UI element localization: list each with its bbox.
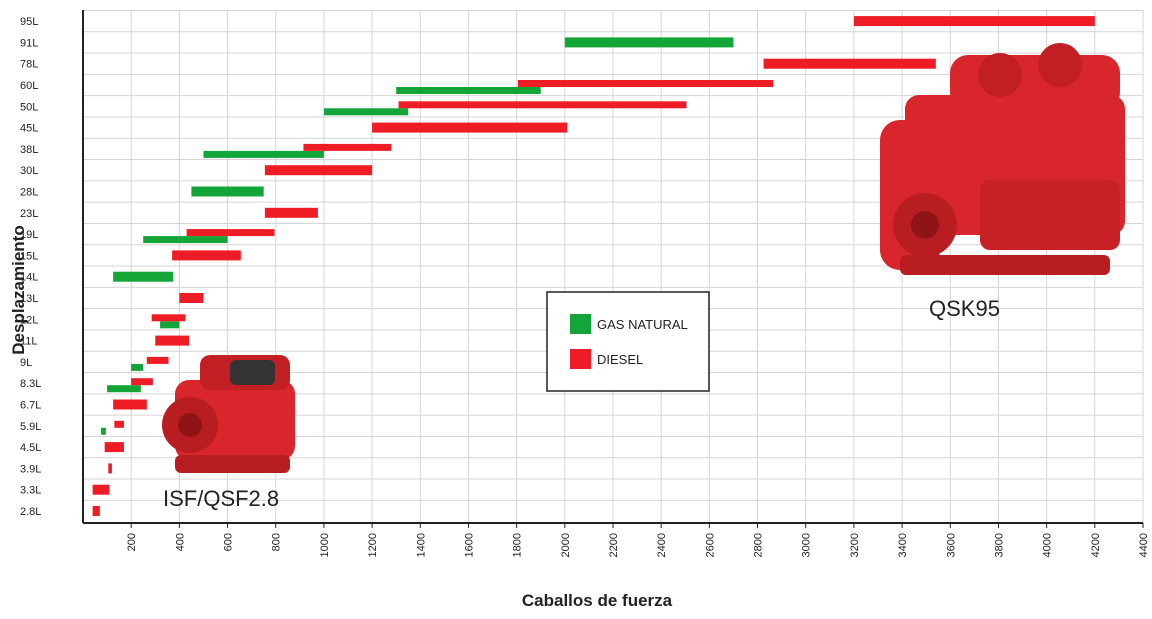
x-tick-label: 800 xyxy=(271,533,283,551)
x-tick-label: 1400 xyxy=(415,533,427,557)
x-tick-label: 2400 xyxy=(656,533,668,557)
x-tick-label: 3200 xyxy=(849,533,861,557)
bar xyxy=(172,250,241,260)
bar xyxy=(265,165,372,175)
x-tick-label: 2600 xyxy=(704,533,716,557)
legend-label: GAS NATURAL xyxy=(597,317,688,332)
y-tick-label: 28L xyxy=(20,187,38,199)
x-tick-label: 1000 xyxy=(319,533,331,557)
bar xyxy=(114,421,124,428)
bar xyxy=(565,37,734,47)
y-tick-label: 15L xyxy=(20,250,38,262)
x-tick-label: 2000 xyxy=(560,533,572,557)
legend-swatch xyxy=(570,349,591,369)
bar xyxy=(101,428,106,435)
y-tick-label: 45L xyxy=(20,123,38,135)
y-tick-label: 6.7L xyxy=(20,400,41,412)
x-tick-label: 1600 xyxy=(463,533,475,557)
bar xyxy=(854,16,1095,26)
y-tick-label: 12L xyxy=(20,314,38,326)
legend-box xyxy=(547,292,709,391)
y-tick-label: 9L xyxy=(20,357,32,369)
bar xyxy=(93,506,100,516)
y-tick-label: 19L xyxy=(20,229,38,241)
bar xyxy=(147,357,169,364)
bar xyxy=(113,272,173,282)
bar xyxy=(179,293,203,303)
x-tick-label: 4000 xyxy=(1042,533,1054,557)
x-tick-label: 3000 xyxy=(801,533,813,557)
x-tick-label: 2800 xyxy=(753,533,765,557)
x-tick-label: 4200 xyxy=(1090,533,1102,557)
bar xyxy=(324,108,408,115)
y-tick-label: 91L xyxy=(20,37,38,49)
bar xyxy=(372,123,567,133)
x-tick-label: 4400 xyxy=(1138,533,1150,557)
x-axis-title: Caballos de fuerza xyxy=(522,591,673,610)
y-tick-label: 3.9L xyxy=(20,463,41,475)
y-tick-label: 5.9L xyxy=(20,421,41,433)
y-tick-label: 11L xyxy=(20,336,38,348)
y-tick-label: 3.3L xyxy=(20,485,41,497)
y-tick-label: 8.3L xyxy=(20,378,41,390)
bar xyxy=(131,378,153,385)
chart: Desplazamiento Caballos de fuerza ISF/QS… xyxy=(0,0,1152,614)
annotation: QSK95 xyxy=(929,296,1000,321)
x-tick-label: 3800 xyxy=(993,533,1005,557)
y-tick-label: 30L xyxy=(20,165,38,177)
x-tick-label: 400 xyxy=(174,533,186,551)
legend: GAS NATURAL DIESEL xyxy=(547,292,709,391)
bar xyxy=(764,59,936,69)
legend-label: DIESEL xyxy=(597,352,643,367)
bar xyxy=(131,364,143,371)
bar xyxy=(113,400,147,410)
y-tick-label: 95L xyxy=(20,16,38,28)
bar xyxy=(399,101,687,108)
x-tick-label: 1800 xyxy=(512,533,524,557)
y-tick-label: 38L xyxy=(20,144,38,156)
bar xyxy=(187,229,275,236)
y-tick-label: 2.8L xyxy=(20,506,41,518)
y-tick-label: 23L xyxy=(20,208,38,220)
y-tick-label: 13L xyxy=(20,293,38,305)
bar xyxy=(160,321,179,328)
x-tick-label: 600 xyxy=(223,533,235,551)
bar xyxy=(191,187,263,197)
bar xyxy=(93,485,110,495)
y-tick-label: 78L xyxy=(20,59,38,71)
bar xyxy=(107,385,141,392)
bar xyxy=(396,87,541,94)
y-tick-label: 60L xyxy=(20,80,38,92)
engine-qsk95 xyxy=(880,43,1125,275)
y-tick-label: 50L xyxy=(20,101,38,113)
bar xyxy=(105,442,124,452)
legend-swatch xyxy=(570,314,591,334)
x-tick-label: 200 xyxy=(126,533,138,551)
bar xyxy=(108,463,112,473)
bar xyxy=(303,144,391,151)
bar xyxy=(143,236,227,243)
x-tick-label: 3400 xyxy=(897,533,909,557)
bar xyxy=(265,208,318,218)
bar xyxy=(152,314,186,321)
bar xyxy=(203,151,323,158)
bar xyxy=(518,80,773,87)
x-tick-label: 2200 xyxy=(608,533,620,557)
y-tick-label: 4.5L xyxy=(20,442,41,454)
x-tick-label: 3600 xyxy=(945,533,957,557)
y-tick-label: 14L xyxy=(20,272,38,284)
bar xyxy=(155,336,189,346)
annotation: ISF/QSF2.8 xyxy=(163,486,279,511)
x-tick-label: 1200 xyxy=(367,533,379,557)
